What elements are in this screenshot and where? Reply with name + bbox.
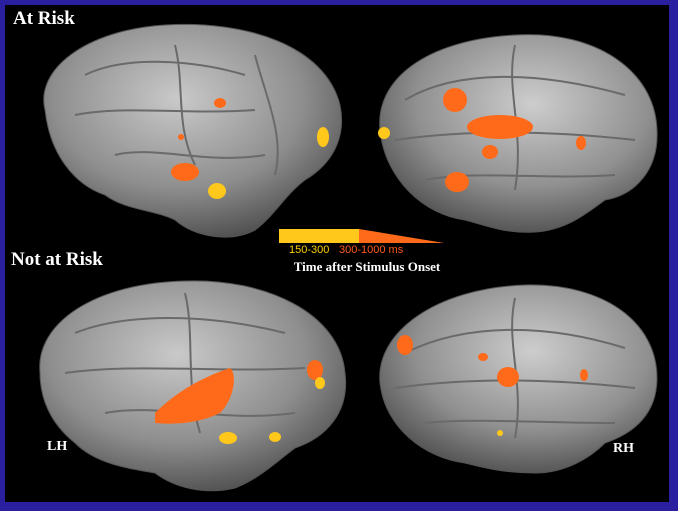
hemisphere-label-left: LH bbox=[47, 439, 68, 454]
time-legend: 150-300 300-1000 ms Time after Stimulus … bbox=[279, 229, 449, 299]
activation-early bbox=[378, 127, 390, 139]
hemisphere-label-right: RH bbox=[613, 441, 634, 456]
activation-late bbox=[482, 145, 498, 159]
activation-late bbox=[178, 134, 184, 140]
legend-range-early: 150-300 bbox=[289, 244, 330, 256]
activation-late bbox=[443, 88, 467, 112]
activation-late bbox=[307, 360, 323, 380]
activation-early bbox=[315, 377, 325, 389]
brain-top-left bbox=[25, 15, 350, 243]
group-title-at-risk: At Risk bbox=[13, 8, 75, 29]
activation-late bbox=[580, 369, 588, 381]
activation-early bbox=[317, 127, 329, 147]
legend-caption: Time after Stimulus Onset bbox=[293, 259, 441, 274]
group-title-not-at-risk: Not at Risk bbox=[11, 249, 103, 270]
brain-bottom-right bbox=[365, 273, 665, 483]
activation-late bbox=[155, 368, 234, 424]
activation-early bbox=[208, 183, 226, 199]
figure-panel: At Risk bbox=[5, 5, 669, 502]
activation-late bbox=[397, 335, 413, 355]
activation-early bbox=[269, 432, 281, 442]
activation-late bbox=[445, 172, 469, 192]
legend-gradient-bar bbox=[279, 229, 444, 243]
activation-early bbox=[219, 432, 237, 444]
brain-top-right bbox=[365, 20, 665, 240]
activation-late bbox=[478, 353, 488, 361]
activation-late bbox=[214, 98, 226, 108]
activation-late bbox=[467, 115, 533, 139]
activation-late bbox=[576, 136, 586, 150]
legend-range-late: 300-1000 ms bbox=[339, 244, 404, 256]
activation-early bbox=[497, 430, 503, 436]
brain-bottom-left bbox=[25, 273, 355, 498]
activation-late bbox=[171, 163, 199, 181]
activation-late bbox=[497, 367, 519, 387]
